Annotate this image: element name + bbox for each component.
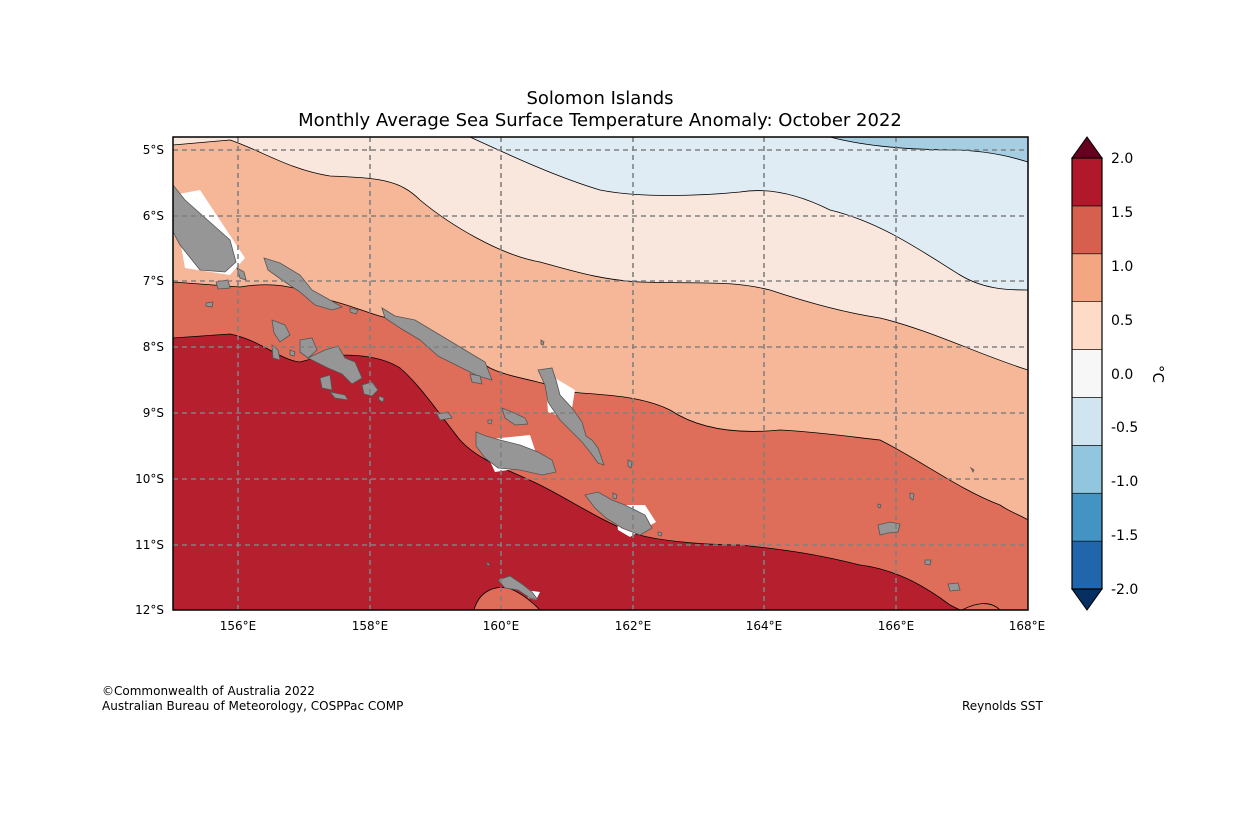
- colorbar-labels: 2.0 1.5 1.0 0.5 0.0 -0.5 -1.0 -1.5 -2.0: [1111, 151, 1138, 598]
- lon-axis: 156°E 158°E 160°E 162°E 164°E 166°E 168°…: [220, 619, 1046, 633]
- lat-label: 10°S: [135, 472, 164, 486]
- colorbar-label: -1.0: [1111, 474, 1138, 490]
- colorbar-label: 1.0: [1111, 259, 1133, 275]
- credit-block: ©Commonwealth of Australia 2022 Australi…: [102, 684, 403, 714]
- colorbar-label: 0.5: [1111, 313, 1133, 329]
- colorbar-segment: [1071, 349, 1103, 398]
- lon-label: 166°E: [878, 619, 915, 633]
- colorbar-unit: °C: [1149, 365, 1167, 383]
- colorbar-segment: [1071, 157, 1103, 207]
- colorbar-under-arrow: [1071, 588, 1103, 611]
- island-santa-isabel: [381, 307, 493, 381]
- colorbar-segment: [1071, 397, 1103, 446]
- lon-label: 168°E: [1009, 619, 1046, 633]
- lon-label: 158°E: [352, 619, 389, 633]
- island-rennell: [497, 575, 539, 601]
- colorbar: 2.0 1.5 1.0 0.5 0.0 -0.5 -1.0 -1.5 -2.0 …: [1071, 136, 1167, 611]
- colorbar-label: 2.0: [1111, 151, 1133, 167]
- island-choiseul: [263, 257, 343, 311]
- map-frame: [172, 136, 1029, 611]
- lon-label: 160°E: [483, 619, 520, 633]
- colorbar-segment: [1071, 540, 1103, 590]
- colorbar-label: -1.5: [1111, 528, 1138, 544]
- colorbar-label: -0.5: [1111, 420, 1138, 436]
- band-1-5-patch: [474, 587, 540, 610]
- graticule: [173, 137, 1028, 610]
- copyright-text: ©Commonwealth of Australia 2022: [102, 684, 315, 698]
- island-guadalcanal: [475, 431, 557, 476]
- data-source-text: Reynolds SST: [962, 699, 1043, 713]
- lat-label: 8°S: [143, 340, 164, 354]
- lat-label: 9°S: [143, 406, 164, 420]
- island-santa-cruz: [877, 521, 901, 536]
- lat-label: 6°S: [143, 209, 164, 223]
- lon-label: 162°E: [615, 619, 652, 633]
- map-subtitle: Monthly Average Sea Surface Temperature …: [298, 110, 902, 131]
- lat-axis: 5°S 6°S 7°S 8°S 9°S 10°S 11°S 12°S: [135, 143, 164, 617]
- agency-text: Australian Bureau of Meteorology, COSPPa…: [102, 699, 404, 713]
- colorbar-label: -2.0: [1111, 582, 1138, 598]
- colorbar-over-arrow: [1071, 136, 1103, 159]
- lon-label: 164°E: [746, 619, 783, 633]
- colorbar-label: 0.0: [1111, 367, 1133, 383]
- colorbar-segment: [1071, 492, 1103, 542]
- lat-label: 12°S: [135, 603, 164, 617]
- land-masses: [173, 184, 975, 601]
- colorbar-label: 1.5: [1111, 205, 1133, 221]
- island-makira: [584, 491, 653, 536]
- lat-label: 7°S: [143, 274, 164, 288]
- colorbar-segment: [1071, 253, 1103, 302]
- island-new-georgia: [271, 319, 291, 343]
- map-title: Solomon Islands: [526, 88, 674, 109]
- lon-label: 156°E: [220, 619, 257, 633]
- colorbar-segment: [1071, 445, 1103, 494]
- lat-label: 5°S: [143, 143, 164, 157]
- map-area: [173, 137, 1028, 610]
- island-malaita: [537, 367, 605, 466]
- contour-lines: [173, 137, 1028, 610]
- colorbar-segment: [1071, 205, 1103, 255]
- colorbar-segment: [1071, 301, 1103, 350]
- colorbar-frame: [1071, 157, 1103, 590]
- lat-label: 11°S: [135, 538, 164, 552]
- island-bougainville: [173, 184, 237, 273]
- colorbar-segments: [1071, 157, 1103, 590]
